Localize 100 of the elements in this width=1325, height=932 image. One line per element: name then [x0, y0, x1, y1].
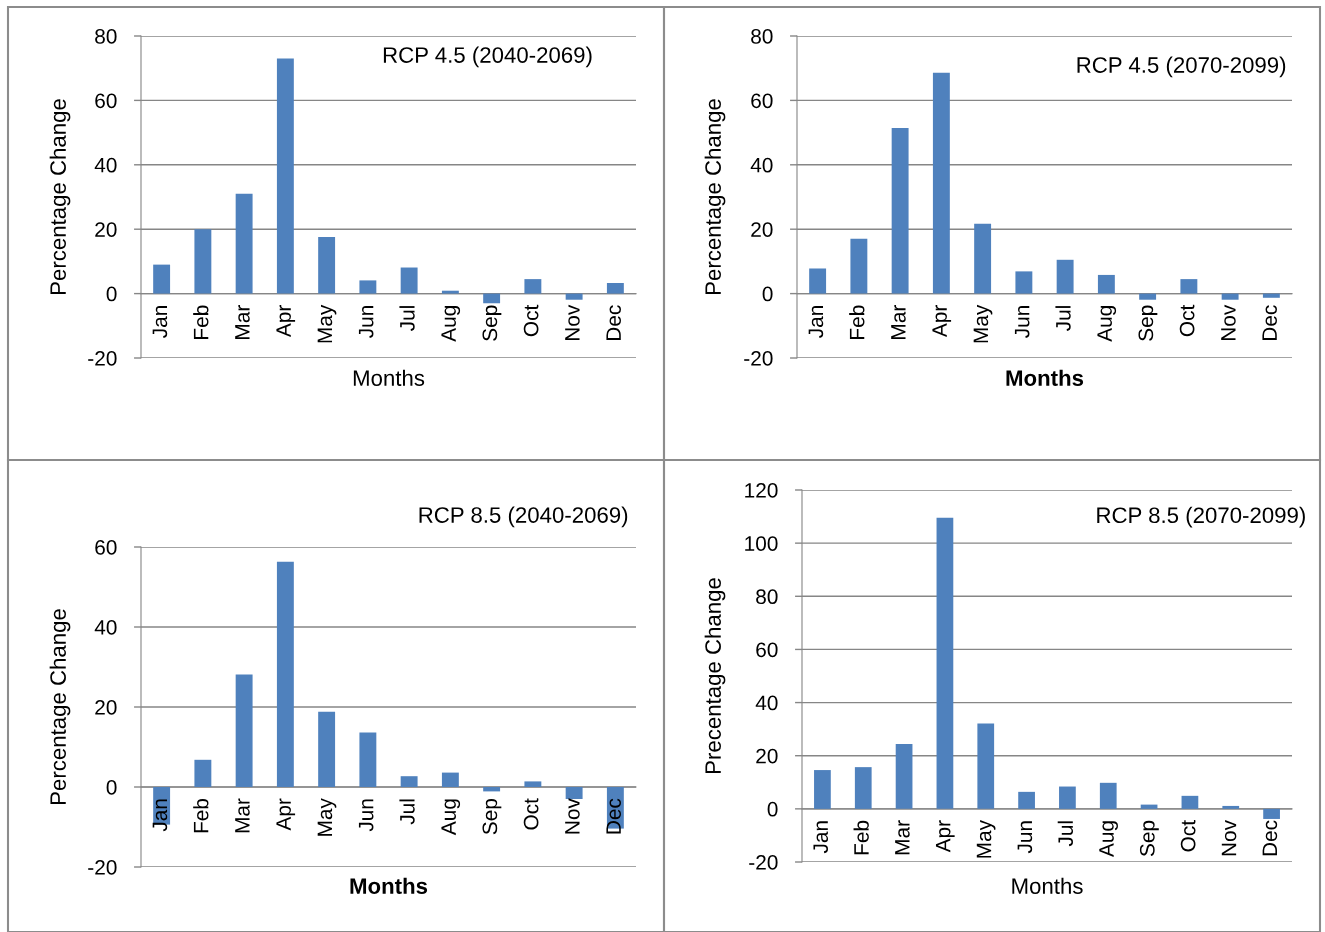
x-tick-label: Nov — [1221, 304, 1236, 341]
x-tick-label: Mar — [891, 305, 906, 339]
bar — [1263, 808, 1280, 819]
x-tick-label: Jun — [358, 799, 374, 832]
x-tick-label: Oct — [523, 304, 539, 337]
bar — [1015, 271, 1033, 294]
x-tick-label: Nov — [1221, 820, 1237, 856]
y-tick-label: 0 — [106, 286, 117, 302]
bar — [153, 264, 171, 294]
x-axis-title: Months — [1012, 877, 1083, 894]
bar — [194, 759, 212, 787]
x-axis-title: Months — [1006, 369, 1084, 386]
x-tick-label: May — [976, 820, 996, 858]
x-tick-label: Jan — [813, 821, 829, 854]
bar — [276, 58, 294, 294]
x-tick-label: Aug — [1099, 821, 1118, 857]
bar — [318, 711, 336, 787]
bar — [483, 787, 501, 792]
y-tick-label: 0 — [767, 801, 778, 817]
x-tick-label: Aug — [1097, 306, 1117, 342]
x-tick-label: Jun — [358, 306, 374, 338]
x-tick-label: Apr — [276, 305, 296, 338]
y-tick-label: 20 — [751, 222, 773, 237]
x-tick-label: Sep — [482, 798, 502, 835]
y-tick-label: -20 — [88, 351, 117, 366]
x-tick-label: Feb — [193, 305, 209, 339]
y-tick-label: 20 — [756, 748, 778, 764]
x-tick-label: Jan — [152, 306, 168, 338]
x-tick-label: Oct — [1180, 820, 1196, 852]
bar — [1097, 274, 1115, 294]
y-tick-label: 60 — [95, 93, 117, 109]
bar — [441, 772, 459, 787]
y-axis-title: Percentage Change — [49, 609, 71, 805]
x-axis-title: Months — [353, 369, 425, 386]
x-tick-label: Sep — [482, 305, 502, 341]
x-tick-label: Aug — [441, 799, 461, 836]
chart-title: RCP 8.5 (2040-2069) — [419, 506, 628, 528]
bar — [235, 674, 253, 787]
x-tick-label: Jun — [1017, 821, 1033, 854]
y-axis-title: Percentage Change — [49, 99, 71, 295]
x-tick-label: Feb — [849, 305, 865, 339]
bar — [1262, 293, 1280, 298]
x-tick-label: Sep — [1139, 820, 1159, 857]
x-tick-label: Apr — [276, 798, 296, 831]
bar — [318, 236, 336, 294]
x-tick-label: Oct — [1179, 304, 1195, 337]
text: RCP 8.5 (2070-2099) — [1097, 506, 1305, 528]
x-tick-label: Nov — [565, 798, 580, 834]
bar — [359, 732, 377, 787]
x-tick-label: Apr — [935, 820, 955, 853]
bar — [276, 561, 294, 787]
x-tick-label: Jul — [399, 799, 415, 825]
x-tick-label: Sep — [1138, 305, 1158, 341]
x-tick-label: Dec — [1262, 305, 1277, 341]
bar — [524, 279, 542, 294]
bar — [483, 293, 501, 304]
y-tick-label: 0 — [106, 780, 117, 795]
x-tick-label: May — [317, 798, 337, 836]
x-tick-label: Mar — [235, 798, 250, 833]
y-tick-label: 80 — [751, 29, 773, 44]
x-tick-label: May — [973, 304, 993, 343]
x-tick-label: Nov — [565, 304, 580, 341]
bar — [1059, 786, 1076, 809]
x-tick-label: Mar — [895, 820, 910, 855]
y-tick-label: 100 — [745, 536, 778, 551]
x-axis-title: Months — [350, 877, 428, 894]
x-tick-label: Jun — [1014, 306, 1030, 338]
x-tick-label: Jan — [152, 799, 168, 832]
bar — [936, 517, 954, 809]
bar — [1180, 279, 1198, 294]
y-tick-label: 20 — [95, 700, 117, 715]
text: RCP 4.5 (2070-2099) — [1077, 56, 1286, 78]
x-tick-label: Aug — [441, 306, 461, 342]
bar — [1139, 293, 1157, 300]
bar — [974, 223, 992, 294]
y-tick-label: 40 — [750, 157, 773, 173]
bar — [850, 238, 868, 294]
bar — [1221, 293, 1239, 300]
chart-title: RCP 4.5 (2040-2069) — [383, 46, 592, 68]
x-tick-label: Jul — [1057, 821, 1074, 847]
bar — [524, 781, 542, 787]
y-tick-label: 40 — [94, 157, 117, 173]
y-tick-label: 60 — [95, 540, 117, 555]
bar — [606, 282, 624, 294]
x-tick-label: May — [317, 304, 337, 343]
bar — [1056, 259, 1074, 294]
x-tick-label: Apr — [932, 305, 952, 338]
bar — [854, 767, 872, 809]
bar — [235, 193, 253, 294]
y-axis-title: Precentage Change — [704, 578, 726, 774]
bar — [1018, 791, 1035, 809]
bar — [891, 128, 909, 294]
y-tick-label: 60 — [756, 642, 778, 658]
y-tick-label: 80 — [756, 589, 778, 605]
bar — [441, 290, 459, 294]
bar — [895, 744, 913, 809]
x-tick-label: Jul — [1055, 306, 1071, 332]
y-tick-label: 0 — [762, 286, 773, 302]
y-axis-title: Percentage Change — [704, 99, 726, 295]
bar — [359, 280, 377, 294]
